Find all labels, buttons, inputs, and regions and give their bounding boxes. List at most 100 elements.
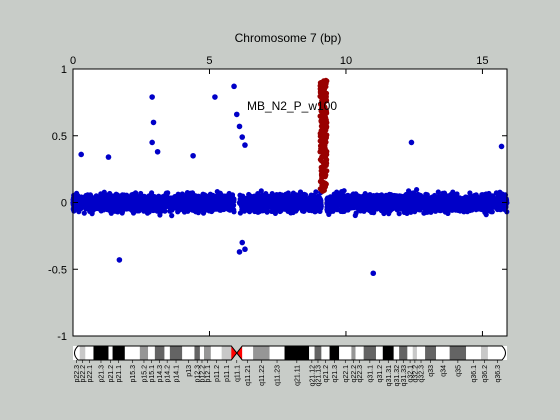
ideogram-band bbox=[210, 346, 222, 360]
band-label: q31.31 bbox=[386, 365, 393, 387]
data-point bbox=[248, 199, 254, 205]
y-tick-label: -1 bbox=[57, 331, 67, 343]
data-point bbox=[120, 208, 126, 214]
ideogram-band bbox=[382, 346, 394, 360]
data-point bbox=[382, 194, 389, 200]
data-point bbox=[165, 190, 171, 196]
highlight-point bbox=[319, 136, 325, 142]
data-point bbox=[185, 208, 191, 214]
highlight-point bbox=[319, 124, 325, 130]
ideogram-band bbox=[321, 346, 330, 360]
highlight-point bbox=[322, 111, 328, 117]
data-point bbox=[114, 194, 120, 200]
data-point bbox=[233, 111, 240, 118]
data-point bbox=[83, 204, 89, 210]
ideogram-band bbox=[253, 346, 270, 360]
ideogram-band bbox=[108, 346, 113, 360]
data-point bbox=[465, 203, 471, 209]
ideogram-band bbox=[164, 346, 170, 360]
data-point bbox=[150, 207, 156, 214]
data-point bbox=[469, 207, 475, 213]
ideogram-band bbox=[204, 346, 211, 360]
data-point bbox=[441, 203, 447, 209]
data-point bbox=[476, 195, 482, 201]
ideogram-band bbox=[449, 346, 467, 360]
data-point bbox=[368, 197, 374, 203]
data-point bbox=[177, 197, 183, 203]
band-label: p14.3 bbox=[157, 365, 164, 383]
x-tick-label: 0 bbox=[70, 55, 76, 67]
data-point bbox=[354, 203, 361, 209]
band-label: q21.3 bbox=[332, 365, 339, 383]
data-point bbox=[445, 199, 451, 205]
data-point bbox=[158, 209, 164, 215]
data-point bbox=[105, 154, 112, 160]
data-point bbox=[308, 194, 315, 200]
data-point bbox=[239, 134, 246, 140]
y-tick-label: -0.5 bbox=[48, 264, 67, 276]
band-label: p22.1 bbox=[87, 365, 94, 383]
data-point bbox=[71, 199, 77, 205]
ideogram-band bbox=[363, 346, 376, 360]
data-point bbox=[102, 198, 108, 204]
ideogram-band bbox=[199, 346, 205, 360]
p-arm-outline bbox=[74, 345, 238, 361]
data-point bbox=[392, 194, 398, 200]
band-label: q36.3 bbox=[495, 365, 502, 383]
data-point bbox=[445, 210, 451, 216]
band-label: p11.2 bbox=[214, 365, 221, 382]
band-label: p12.1 bbox=[205, 365, 212, 383]
data-point bbox=[78, 151, 84, 158]
ideogram-band bbox=[79, 346, 86, 360]
band-label: q21.11 bbox=[294, 365, 301, 386]
ideogram-band bbox=[148, 346, 155, 360]
data-point bbox=[75, 193, 81, 199]
data-point bbox=[441, 190, 448, 196]
data-point bbox=[150, 202, 156, 208]
data-point bbox=[167, 208, 173, 214]
ideogram-band bbox=[124, 346, 140, 360]
data-point bbox=[350, 194, 356, 200]
data-point bbox=[242, 246, 248, 253]
data-point bbox=[437, 194, 443, 200]
band-label: q11.23 bbox=[275, 365, 282, 386]
data-point bbox=[256, 208, 262, 215]
data-point bbox=[435, 189, 441, 195]
ideogram-band bbox=[269, 346, 285, 360]
data-point bbox=[202, 208, 208, 214]
data-point bbox=[401, 201, 407, 207]
data-point bbox=[89, 209, 95, 215]
ideogram-band bbox=[73, 346, 80, 360]
data-point bbox=[353, 210, 359, 216]
ideogram-band bbox=[154, 346, 165, 360]
data-point bbox=[99, 204, 105, 210]
data-point bbox=[127, 206, 133, 212]
data-point bbox=[494, 198, 500, 205]
plot-frame bbox=[72, 68, 508, 337]
ideogram-band bbox=[416, 346, 426, 360]
band-label: q34 bbox=[440, 365, 447, 377]
data-point bbox=[344, 196, 351, 202]
data-point bbox=[190, 152, 196, 159]
ideogram-band bbox=[93, 346, 109, 360]
ideogram-band bbox=[329, 346, 340, 360]
band-label: q31.33 bbox=[401, 365, 408, 387]
data-point bbox=[169, 213, 175, 219]
highlight-point bbox=[323, 77, 329, 83]
band-label: q32.1 bbox=[408, 365, 415, 383]
data-point bbox=[480, 194, 486, 200]
data-point bbox=[274, 196, 280, 202]
data-point bbox=[172, 203, 178, 209]
data-point bbox=[290, 193, 296, 199]
data-point bbox=[482, 209, 488, 215]
highlight-point bbox=[320, 150, 326, 156]
data-point bbox=[362, 207, 368, 213]
centromere bbox=[231, 346, 237, 360]
highlight-point bbox=[323, 124, 329, 130]
highlight-point bbox=[319, 119, 325, 125]
data-point bbox=[489, 197, 495, 203]
ideogram-band bbox=[487, 346, 507, 360]
data-point bbox=[222, 197, 228, 203]
data-point bbox=[296, 192, 302, 198]
data-point bbox=[118, 193, 125, 199]
